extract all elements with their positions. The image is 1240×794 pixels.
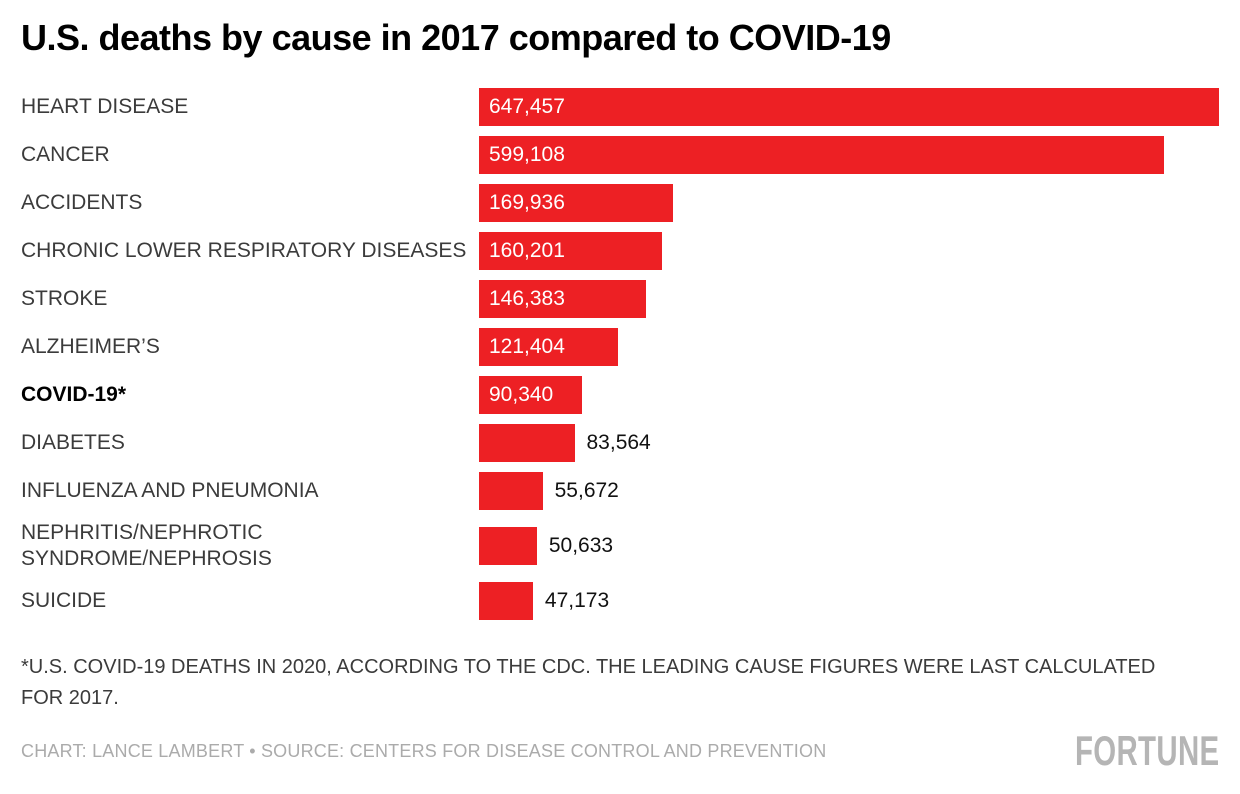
bar-value-inside: 90,340 bbox=[489, 383, 554, 406]
chart-row: COVID-19* 90,340 bbox=[21, 376, 1219, 414]
footer: CHART: LANCE LAMBERT • SOURCE: CENTERS F… bbox=[21, 727, 1219, 774]
fortune-logo: FORTUNE bbox=[1074, 727, 1219, 774]
category-label: HEART DISEASE bbox=[21, 95, 189, 118]
bar-track: 146,383 bbox=[479, 280, 1219, 318]
bar bbox=[479, 472, 543, 510]
chart-row: DIABETES 83,564 bbox=[21, 424, 1219, 462]
bar: 146,383 bbox=[479, 280, 647, 318]
bar-value-inside: 160,201 bbox=[489, 239, 565, 262]
chart-row: INFLUENZA AND PNEUMONIA 55,672 bbox=[21, 472, 1219, 510]
chart-title: U.S. deaths by cause in 2017 compared to… bbox=[21, 17, 891, 58]
bar-value-inside: 121,404 bbox=[489, 335, 565, 358]
chart-row: ALZHEIMER’S 121,404 bbox=[21, 328, 1219, 366]
bar-value-outside: 83,564 bbox=[586, 431, 651, 454]
chart-row: SUICIDE 47,173 bbox=[21, 582, 1219, 620]
chart-row: ACCIDENTS 169,936 bbox=[21, 184, 1219, 222]
category-label: CHRONIC LOWER RESPIRATORY DISEASES bbox=[21, 239, 467, 262]
bar-value-inside: 647,457 bbox=[489, 95, 565, 118]
bar bbox=[479, 527, 537, 565]
bar-chart: HEART DISEASE 647,457 CANCER 599,108 ACC… bbox=[21, 88, 1219, 620]
chart-row: STROKE 146,383 bbox=[21, 280, 1219, 318]
bar: 160,201 bbox=[479, 232, 663, 270]
bar-value-outside: 47,173 bbox=[544, 589, 610, 612]
bar bbox=[479, 424, 575, 462]
category-label: ALZHEIMER’S bbox=[21, 335, 160, 358]
bar-value-inside: 169,936 bbox=[489, 191, 565, 214]
credit-line: CHART: LANCE LAMBERT • SOURCE: CENTERS F… bbox=[21, 741, 827, 761]
category-label: STROKE bbox=[21, 287, 108, 310]
category-label: ACCIDENTS bbox=[21, 191, 143, 214]
chart-row: CHRONIC LOWER RESPIRATORY DISEASES 160,2… bbox=[21, 232, 1219, 270]
category-label: DIABETES bbox=[21, 431, 125, 454]
chart-row: HEART DISEASE 647,457 bbox=[21, 88, 1219, 126]
bar-track: 83,564 bbox=[479, 424, 1219, 462]
bar-track: 599,108 bbox=[479, 136, 1219, 174]
bar: 647,457 bbox=[479, 88, 1219, 126]
chart-row: NEPHRITIS/NEPHROTIC SYNDROME/NEPHROSIS 5… bbox=[21, 520, 1219, 572]
bar: 90,340 bbox=[479, 376, 583, 414]
bar: 599,108 bbox=[479, 136, 1164, 174]
bar-track: 55,672 bbox=[479, 472, 1219, 510]
bar-track: 90,340 bbox=[479, 376, 1219, 414]
category-label: SUICIDE bbox=[21, 589, 107, 612]
bar-track: 160,201 bbox=[479, 232, 1219, 270]
bar-track: 121,404 bbox=[479, 328, 1219, 366]
bar-track: 169,936 bbox=[479, 184, 1219, 222]
bar-track: 647,457 bbox=[479, 88, 1219, 126]
category-label: CANCER bbox=[21, 143, 110, 166]
category-label: COVID-19* bbox=[21, 383, 127, 406]
bar-track: 47,173 bbox=[479, 582, 1219, 620]
bar-track: 50,633 bbox=[479, 527, 1219, 565]
bar: 169,936 bbox=[479, 184, 674, 222]
bar bbox=[479, 582, 533, 620]
bar-value-inside: 599,108 bbox=[489, 143, 565, 166]
category-label: NEPHRITIS/NEPHROTIC SYNDROME/NEPHROSIS bbox=[21, 521, 272, 570]
bar-value-outside: 50,633 bbox=[548, 534, 614, 557]
category-label: INFLUENZA AND PNEUMONIA bbox=[21, 479, 319, 502]
chart-row: CANCER 599,108 bbox=[21, 136, 1219, 174]
bar-value-outside: 55,672 bbox=[554, 479, 619, 502]
bar-value-inside: 146,383 bbox=[489, 287, 565, 310]
bar: 121,404 bbox=[479, 328, 618, 366]
footnote: *U.S. COVID-19 DEATHS IN 2020, ACCORDING… bbox=[21, 656, 1156, 709]
